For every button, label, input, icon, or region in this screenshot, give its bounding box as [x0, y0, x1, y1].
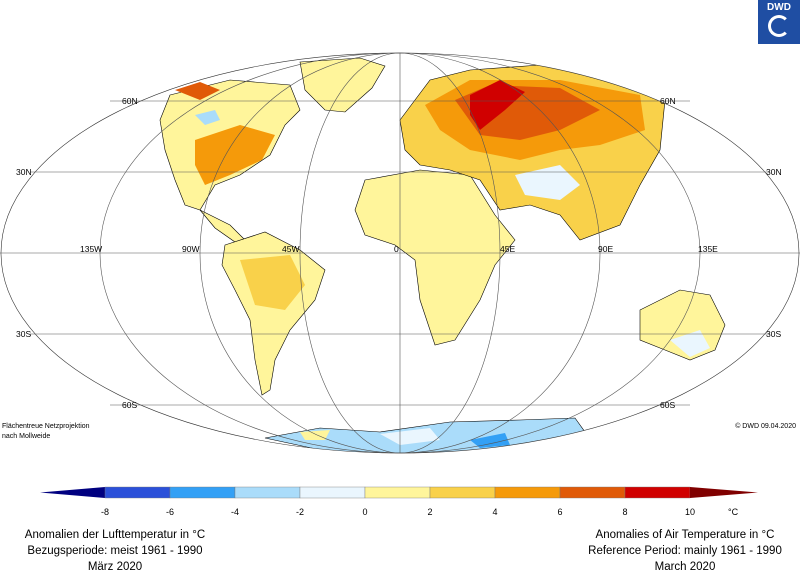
- caption-de-period: Bezugsperiode: meist 1961 - 1990: [27, 545, 203, 557]
- legend-swatch: [364, 486, 431, 499]
- lat-label-60n: 60N: [122, 96, 138, 106]
- legend-arrow-high: [690, 487, 758, 498]
- projection-note: Flächentreue Netzprojektion nach Mollwei…: [2, 422, 90, 442]
- legend-tick-label: 0: [362, 507, 367, 517]
- legend-swatch: [624, 486, 691, 499]
- legend-tick-label: -6: [166, 507, 174, 517]
- legend-tick-label: 2: [427, 507, 432, 517]
- region-south-america: [221, 231, 326, 396]
- legend-swatch: [234, 486, 301, 499]
- caption-de-month: März 2020: [87, 561, 143, 573]
- spiral-icon: [768, 15, 790, 37]
- color-legend: -8 -6 -4 -2 0 2 4 6 8 10 °C: [40, 486, 758, 517]
- legend-swatch: [559, 486, 626, 499]
- caption-de-title: Anomalien der Lufttemperatur in °C: [24, 529, 206, 541]
- caption-en-month: March 2020: [654, 561, 716, 573]
- lat-label-60s-right: 60S: [660, 400, 675, 410]
- legend-swatch: [429, 486, 496, 499]
- legend-arrow-low: [40, 487, 105, 498]
- legend-swatch: [104, 486, 171, 499]
- lon-label-135e: 135E: [698, 244, 718, 254]
- copyright: © DWD 09.04.2020: [735, 423, 796, 430]
- legend-swatch: [494, 486, 561, 499]
- lat-label-30n-right: 30N: [766, 167, 782, 177]
- lon-label-45w: 45W: [282, 244, 299, 254]
- caption-en-period: Reference Period: mainly 1961 - 1990: [588, 545, 782, 557]
- legend-tick-label: 4: [492, 507, 497, 517]
- lat-label-30s-right: 30S: [766, 329, 781, 339]
- lat-label-60n-right: 60N: [660, 96, 676, 106]
- lat-label-60s: 60S: [122, 400, 137, 410]
- dwd-logo: DWD: [758, 0, 800, 44]
- legend-tick-label: -2: [296, 507, 304, 517]
- projection-note-line2: nach Mollweide: [2, 433, 51, 440]
- lon-label-90e: 90E: [598, 244, 613, 254]
- legend-tick-label: 10: [685, 507, 695, 517]
- graticule: [0, 52, 800, 454]
- caption-en-title: Anomalies of Air Temperature in °C: [595, 529, 775, 541]
- lon-label-45e: 45E: [500, 244, 515, 254]
- caption-english: Anomalies of Air Temperature in °C Refer…: [570, 527, 800, 575]
- lat-label-30n: 30N: [16, 167, 32, 177]
- land-anomaly-fields: [159, 57, 726, 453]
- lon-label-90w: 90W: [182, 244, 199, 254]
- lon-label-135w: 135W: [80, 244, 102, 254]
- region-africa: [354, 169, 516, 346]
- lon-label-0: 0: [394, 244, 399, 254]
- caption-german: Anomalien der Lufttemperatur in °C Bezug…: [0, 527, 230, 575]
- logo-text: DWD: [767, 2, 791, 13]
- legend-swatch: [299, 486, 366, 499]
- projection-note-line1: Flächentreue Netzprojektion: [2, 423, 90, 430]
- mollweide-world-map: 60N 60N 30N 30N 30S 30S 60S 60S 135W 90W…: [0, 52, 800, 454]
- legend-tick-label: 6: [557, 507, 562, 517]
- legend-tick-label: -4: [231, 507, 239, 517]
- legend-tick-label: -8: [101, 507, 109, 517]
- legend-tick-label: 8: [622, 507, 627, 517]
- lat-label-30s: 30S: [16, 329, 31, 339]
- legend-swatch: [169, 486, 236, 499]
- legend-unit: °C: [728, 507, 739, 517]
- region-greenland: [299, 57, 386, 113]
